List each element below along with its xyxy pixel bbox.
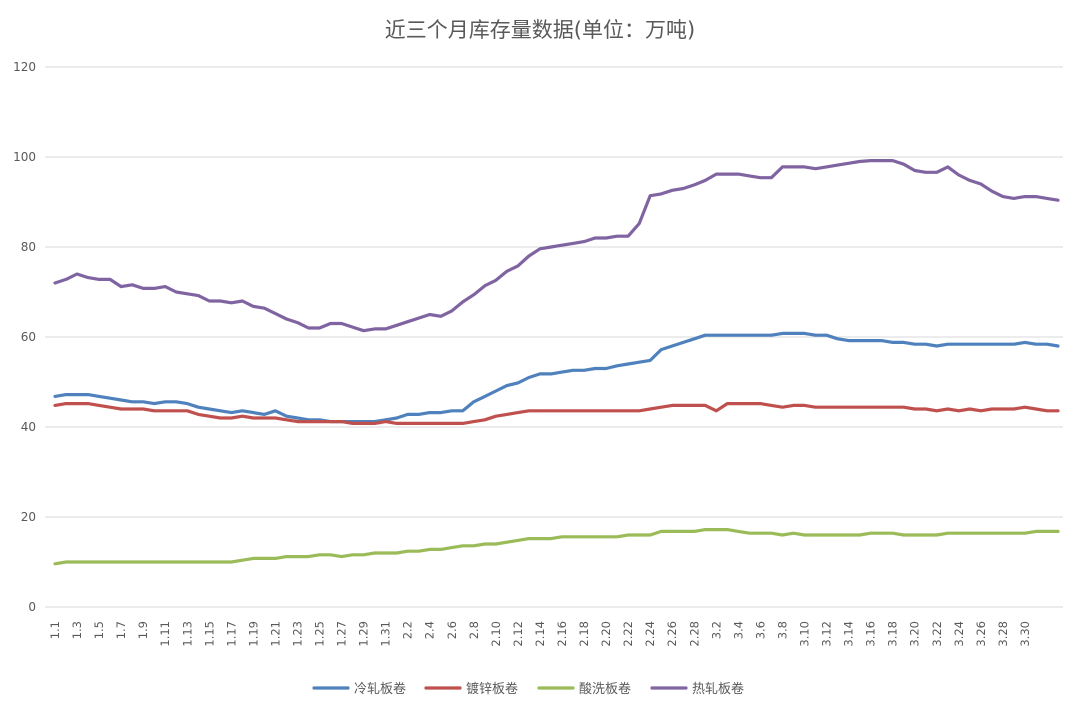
x-tick-label: 1.11 [158,621,172,647]
y-tick-label: 120 [13,60,36,74]
y-tick-label: 40 [21,420,36,434]
y-tick-label: 60 [21,330,36,344]
x-tick-label: 1.1 [48,621,62,639]
legend-label-2: 镀锌板卷 [466,681,518,697]
x-tick-label: 3.6 [753,621,767,639]
legend-label-3: 酸洗板卷 [579,681,631,697]
x-tick-label: 3.4 [731,621,745,639]
x-tick-label: 2.6 [445,621,459,639]
x-tick-label: 3.22 [930,621,944,647]
y-tick-label: 0 [28,600,36,614]
x-tick-label: 2.16 [555,621,569,647]
x-tick-label: 2.24 [643,621,657,647]
x-tick-label: 3.18 [886,621,900,647]
x-tick-label: 1.29 [357,621,371,647]
x-tick-label: 3.2 [709,621,723,639]
series-line-2 [53,402,1060,425]
x-tick-label: 2.10 [489,621,503,647]
x-tick-label: 2.18 [577,621,591,647]
x-axis-ticks: 1.1 1.3 1.5 1.7 1.9 1.11 1.13 1.15 1.17 1.19 1.21 1… [48,621,1032,647]
x-tick-label: 2.26 [665,621,679,647]
gridlines [45,66,1063,608]
x-tick-label: 1.19 [246,621,260,647]
x-tick-label: 3.30 [1018,621,1032,647]
x-tick-label: 1.17 [224,621,238,647]
x-tick-label: 1.25 [313,621,327,647]
x-tick-label: 3.12 [820,621,834,647]
x-tick-label: 1.3 [70,621,84,639]
x-tick-label: 3.20 [908,621,922,647]
x-tick-label: 2.8 [467,621,481,639]
legend-label-4: 热轧板卷 [692,681,744,697]
x-tick-label: 2.14 [533,621,547,647]
y-tick-label: 80 [21,240,36,254]
x-tick-label: 3.26 [974,621,988,647]
x-tick-label: 1.21 [268,621,282,647]
x-tick-label: 2.22 [621,621,635,647]
x-tick-label: 1.31 [379,621,393,647]
y-tick-label: 100 [13,150,36,164]
series-line-3 [53,527,1060,566]
x-tick-label: 1.5 [92,621,106,639]
x-tick-label: 2.4 [423,621,437,639]
series-lines [53,159,1060,566]
series-line-4 [53,159,1060,333]
x-tick-label: 3.10 [797,621,811,647]
chart-title: 近三个月库存量数据(单位：万吨) [384,18,696,42]
x-tick-label: 1.23 [290,621,304,647]
x-tick-label: 2.12 [511,621,525,647]
legend-label-1: 冷轧板卷 [354,681,406,697]
series-line-1 [53,331,1060,424]
y-tick-label: 20 [21,510,36,524]
x-tick-label: 3.24 [952,621,966,647]
x-tick-label: 2.28 [687,621,701,647]
x-tick-label: 1.7 [114,621,128,639]
x-tick-label: 1.9 [136,621,150,639]
x-tick-label: 3.14 [842,621,856,647]
x-tick-label: 1.27 [335,621,349,647]
x-tick-label: 2.2 [401,621,415,639]
x-tick-label: 1.13 [180,621,194,647]
legend: 冷轧板卷 镀锌板卷 酸洗板卷 热轧板卷 [312,681,744,697]
x-tick-label: 3.16 [864,621,878,647]
x-tick-label: 3.28 [996,621,1010,647]
y-axis-ticks: 0 20 40 60 80 100 120 [13,60,36,614]
x-tick-label: 1.15 [202,621,216,647]
x-tick-label: 2.20 [599,621,613,647]
x-tick-label: 3.8 [775,621,789,639]
